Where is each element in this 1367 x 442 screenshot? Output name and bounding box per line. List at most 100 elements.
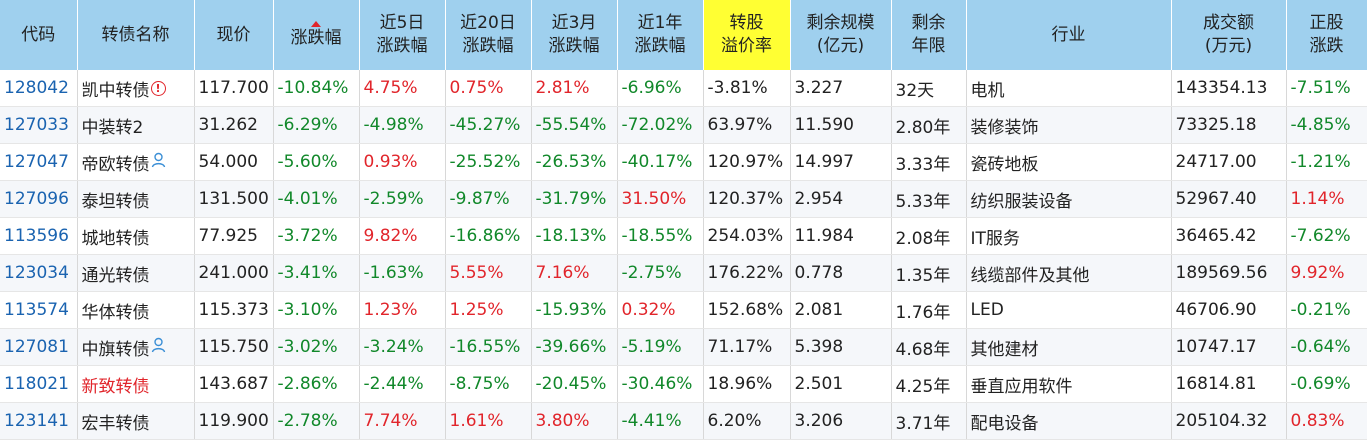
cell-chg1y: -6.96%	[617, 70, 704, 107]
cell-chg5d: 0.93%	[359, 143, 446, 181]
cell-industry: 垂直应用软件	[966, 365, 1172, 403]
cell-chg5d: 9.82%	[359, 217, 446, 255]
cell-turnover: 24717.00	[1171, 143, 1287, 181]
header-change[interactable]: 涨跌幅	[273, 0, 360, 70]
cell-chg: -10.84%	[273, 70, 360, 107]
header-label: 剩余 年限	[911, 13, 946, 56]
header-stock-change[interactable]: 正股 涨跌	[1286, 0, 1367, 70]
header-label: 近20日 涨跌幅	[460, 13, 516, 56]
header-label: 近3月 涨跌幅	[548, 13, 600, 56]
cell-name[interactable]: 凯中转债!	[77, 70, 195, 107]
cell-stock: -1.21%	[1286, 143, 1367, 181]
header-turnover[interactable]: 成交额 (万元)	[1171, 0, 1287, 70]
header-label: 剩余规模 (亿元)	[806, 13, 875, 56]
table-row[interactable]: 127033 中装转2 31.262 -6.29% -4.98% -45.27% -55.5…	[0, 106, 1367, 144]
cell-chg20d: 5.55%	[445, 254, 532, 292]
cell-chg20d: -16.55%	[445, 328, 532, 366]
table-row[interactable]: 127096 泰坦转债 131.500 -4.01% -2.59% -9.87% -31.7…	[0, 180, 1367, 218]
bond-name-text[interactable]: 泰坦转债	[81, 191, 150, 212]
cell-turnover: 189569.56	[1171, 254, 1287, 292]
cell-name[interactable]: 中旗转债	[77, 328, 195, 366]
cell-chg5d: 4.75%	[359, 70, 446, 107]
cell-code[interactable]: 113596	[0, 217, 78, 255]
cell-turnover: 46706.90	[1171, 291, 1287, 329]
cell-chg: -3.41%	[273, 254, 360, 292]
warning-icon: !	[150, 80, 166, 96]
cell-chg: -3.72%	[273, 217, 360, 255]
bond-name-text[interactable]: 帝欧转债	[81, 154, 150, 175]
cell-chg20d: -25.52%	[445, 143, 532, 181]
header-premium[interactable]: 转股 溢价率	[703, 0, 791, 70]
cell-code[interactable]: 123034	[0, 254, 78, 292]
cell-size: 2.081	[790, 291, 892, 329]
cell-code[interactable]: 127081	[0, 328, 78, 366]
cell-chg20d: 1.61%	[445, 402, 532, 440]
cell-name[interactable]: 泰坦转债	[77, 180, 195, 218]
table-row[interactable]: 123141 宏丰转债 119.900 -2.78% 7.74% 1.61% 3.80% -4…	[0, 402, 1367, 440]
table-body: 128042 凯中转债! 117.700 -10.84% 4.75% 0.75% 2.81%…	[0, 70, 1367, 440]
bond-name-text[interactable]: 新致转债	[81, 376, 150, 397]
cell-name[interactable]: 城地转债	[77, 217, 195, 255]
bond-name-text[interactable]: 中装转2	[81, 117, 144, 138]
table-row[interactable]: 127081 中旗转债 115.750 -3.02% -3.24% -16.55% -39.…	[0, 328, 1367, 366]
header-remaining-years[interactable]: 剩余 年限	[891, 0, 967, 70]
table-row[interactable]: 118021 新致转债 143.687 -2.86% -2.44% -8.75% -20.4…	[0, 365, 1367, 403]
cell-code[interactable]: 127033	[0, 106, 78, 144]
header-change-5d[interactable]: 近5日 涨跌幅	[359, 0, 446, 70]
cell-stock: -7.51%	[1286, 70, 1367, 107]
cell-code[interactable]: 128042	[0, 70, 78, 107]
bond-name-text[interactable]: 凯中转债	[81, 80, 150, 101]
cell-name[interactable]: 通光转债	[77, 254, 195, 292]
cell-name[interactable]: 华体转债	[77, 291, 195, 329]
cell-price: 115.750	[194, 328, 274, 366]
bond-name-text[interactable]: 通光转债	[81, 265, 150, 286]
cell-size: 3.227	[790, 70, 892, 107]
cell-name[interactable]: 中装转2	[77, 106, 195, 144]
header-remaining-size[interactable]: 剩余规模 (亿元)	[790, 0, 892, 70]
cell-industry: 配电设备	[966, 402, 1172, 440]
table-row[interactable]: 113596 城地转债 77.925 -3.72% 9.82% -16.86% -18.13…	[0, 217, 1367, 255]
cell-code[interactable]: 127096	[0, 180, 78, 218]
cell-stock: -0.69%	[1286, 365, 1367, 403]
cell-chg3m: -18.13%	[531, 217, 618, 255]
bond-name-text[interactable]: 华体转债	[81, 302, 150, 323]
table-row[interactable]: 127047 帝欧转债 54.000 -5.60% 0.93% -25.52% -26.53…	[0, 143, 1367, 181]
cell-stock: -7.62%	[1286, 217, 1367, 255]
table-row[interactable]: 128042 凯中转债! 117.700 -10.84% 4.75% 0.75% 2.81%…	[0, 70, 1367, 107]
cell-chg1y: -40.17%	[617, 143, 704, 181]
cell-stock: -4.85%	[1286, 106, 1367, 144]
cell-code[interactable]: 123141	[0, 402, 78, 440]
header-label: 近5日 涨跌幅	[376, 13, 428, 56]
cell-chg20d: 1.25%	[445, 291, 532, 329]
header-bond-name[interactable]: 转债名称	[77, 0, 195, 70]
table-row[interactable]: 123034 通光转债 241.000 -3.41% -1.63% 5.55% 7.16% -…	[0, 254, 1367, 292]
header-change-1y[interactable]: 近1年 涨跌幅	[617, 0, 704, 70]
header-price[interactable]: 现价	[194, 0, 274, 70]
cell-stock: 0.83%	[1286, 402, 1367, 440]
header-change-3m[interactable]: 近3月 涨跌幅	[531, 0, 618, 70]
bond-name-text[interactable]: 宏丰转债	[81, 413, 150, 434]
cell-size: 5.398	[790, 328, 892, 366]
cell-price: 31.262	[194, 106, 274, 144]
cell-industry: LED	[966, 291, 1172, 329]
header-change-20d[interactable]: 近20日 涨跌幅	[445, 0, 532, 70]
cell-name[interactable]: 宏丰转债	[77, 402, 195, 440]
cell-code[interactable]: 113574	[0, 291, 78, 329]
header-industry[interactable]: 行业	[966, 0, 1172, 70]
cell-name[interactable]: 帝欧转债	[77, 143, 195, 181]
cell-code[interactable]: 127047	[0, 143, 78, 181]
cell-turnover: 143354.13	[1171, 70, 1287, 107]
header-label: 成交额 (万元)	[1203, 13, 1254, 56]
cell-years: 1.35年	[891, 254, 967, 292]
table-row[interactable]: 113574 华体转债 115.373 -3.10% 1.23% 1.25% -15.93%…	[0, 291, 1367, 329]
cell-premium: 120.97%	[703, 143, 791, 181]
bond-name-text[interactable]: 城地转债	[81, 228, 150, 249]
cell-price: 54.000	[194, 143, 274, 181]
header-label: 正股 涨跌	[1309, 13, 1344, 56]
cell-code[interactable]: 118021	[0, 365, 78, 403]
header-code[interactable]: 代码	[0, 0, 78, 70]
cell-industry: 装修装饰	[966, 106, 1172, 144]
cell-industry: 瓷砖地板	[966, 143, 1172, 181]
bond-name-text[interactable]: 中旗转债	[81, 339, 150, 360]
cell-name[interactable]: 新致转债	[77, 365, 195, 403]
